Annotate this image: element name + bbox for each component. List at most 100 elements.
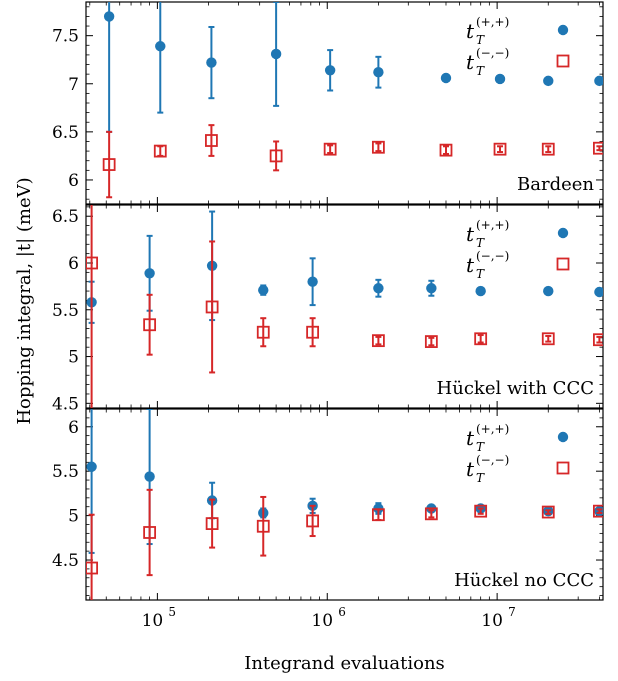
x-tick-exponent: 7 [508, 605, 516, 619]
legend-symbol: t [466, 426, 475, 450]
y-tick-label: 7.5 [52, 27, 79, 47]
data-point [593, 333, 603, 347]
y-tick-label: 6 [68, 418, 79, 438]
panel-label: Hückel no CCC [454, 570, 594, 591]
data-point [543, 75, 554, 87]
panel-label: Hückel with CCC [437, 378, 594, 399]
panel-frame [85, 408, 604, 601]
legend-sup: (+,+) [476, 218, 509, 232]
y-tick-label: 6.5 [52, 207, 79, 227]
y-tick-label: 5.5 [52, 462, 79, 482]
data-point [424, 507, 438, 521]
x-tick-exponent: 5 [168, 605, 176, 619]
data-point [475, 285, 486, 297]
data-point [593, 141, 603, 155]
legend-sub: T [476, 440, 485, 454]
data-point [86, 561, 99, 575]
legend-symbol: t [466, 222, 475, 246]
data-point [593, 504, 603, 518]
data-point [424, 335, 438, 348]
legend-marker [557, 431, 569, 443]
data-point [86, 461, 97, 472]
data-point [269, 149, 283, 163]
panel-frame [85, 204, 604, 409]
data-point [541, 142, 555, 156]
legend-marker [556, 257, 570, 271]
data-point [144, 471, 155, 482]
data-point [86, 256, 99, 270]
data-point [543, 285, 554, 297]
data-point [439, 143, 453, 157]
y-tick-label: 5 [68, 348, 79, 368]
legend-sub: T [476, 33, 485, 47]
legend-symbol: t [466, 19, 475, 43]
legend: t T(+,+)t T(−,−) [466, 218, 570, 281]
panel-1: 66.577.5 t T(+,+)t T(−,−)Bardeen [52, 1, 604, 205]
legend-sup: (+,+) [476, 422, 509, 436]
legend-sup: (+,+) [476, 15, 509, 29]
data-point [205, 300, 219, 314]
legend-sup: (−,−) [476, 46, 509, 60]
legend-marker [556, 461, 570, 475]
data-layer [86, 409, 603, 600]
x-tick-label: 10 [142, 611, 164, 631]
data-point [373, 283, 384, 294]
legend-symbol: t [466, 253, 475, 277]
data-point [153, 144, 167, 158]
data-point [256, 325, 270, 339]
data-point [206, 57, 217, 68]
y-tick-label: 5.5 [52, 301, 79, 321]
panel-2: 4.555.566.5t T(+,+)t T(−,−)Hückel with CCC [52, 204, 604, 414]
legend-marker [557, 24, 569, 36]
data-point [143, 526, 157, 539]
data-point [440, 72, 452, 84]
data-point [541, 332, 555, 346]
legend-symbol: t [466, 457, 475, 481]
data-point [373, 67, 384, 78]
data-point [144, 268, 155, 279]
legend-sub: T [476, 64, 485, 78]
data-point [474, 504, 488, 518]
x-tick-label: 10 [481, 611, 503, 631]
y-tick-label: 6 [68, 171, 79, 191]
legend: t T(+,+)t T(−,−) [466, 15, 570, 78]
data-point [307, 276, 318, 287]
data-point [541, 505, 555, 519]
data-point [143, 318, 157, 332]
y-tick-label: 4.5 [52, 551, 79, 571]
data-layer [102, 2, 603, 199]
data-point [426, 283, 437, 294]
data-point [103, 11, 115, 22]
y-axis-label: Hopping integral, |t| (meV) [14, 177, 35, 424]
y-tick-label: 6.5 [52, 123, 79, 143]
panel-label: Bardeen [517, 174, 594, 195]
y-tick-label: 7 [68, 75, 79, 95]
y-tick-label: 6 [68, 254, 79, 274]
legend-marker [557, 227, 569, 239]
x-tick-labels: 10 5 10 6 10 7 [142, 605, 516, 631]
data-point [371, 508, 385, 522]
legend-sub: T [476, 236, 485, 250]
legend-sub: T [476, 471, 485, 485]
data-point [494, 73, 506, 85]
data-point [493, 142, 507, 156]
legend-sub: T [476, 267, 485, 281]
data-point [270, 48, 282, 60]
panel-3: 4.555.56 t T(+,+)t T(−,−)Hückel no CCC [52, 408, 604, 601]
data-point [306, 514, 320, 528]
data-point [102, 158, 116, 171]
data-point [205, 134, 218, 147]
legend: t T(+,+)t T(−,−) [466, 422, 570, 485]
y-tick-label: 5 [68, 507, 79, 527]
data-point [474, 332, 488, 346]
data-point [371, 140, 385, 154]
data-point [323, 142, 337, 156]
x-tick-exponent: 6 [338, 605, 346, 619]
data-point [371, 334, 385, 348]
x-tick-label: 10 [311, 611, 333, 631]
y-tick-label: 4.5 [52, 394, 79, 414]
x-axis-label: Integrand evaluations [244, 653, 445, 674]
legend-sup: (−,−) [476, 453, 509, 467]
legend-marker [556, 54, 570, 68]
